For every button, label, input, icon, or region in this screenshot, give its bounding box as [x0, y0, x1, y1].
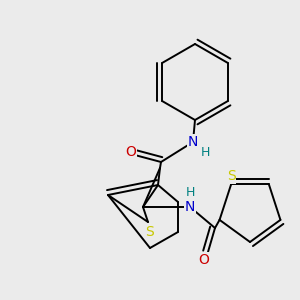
Text: O: O	[199, 253, 209, 267]
Text: N: N	[188, 135, 198, 149]
Text: N: N	[185, 200, 195, 214]
Text: S: S	[227, 169, 236, 183]
Text: H: H	[185, 187, 195, 200]
Text: O: O	[126, 145, 136, 159]
Text: S: S	[146, 225, 154, 239]
Text: H: H	[200, 146, 210, 160]
